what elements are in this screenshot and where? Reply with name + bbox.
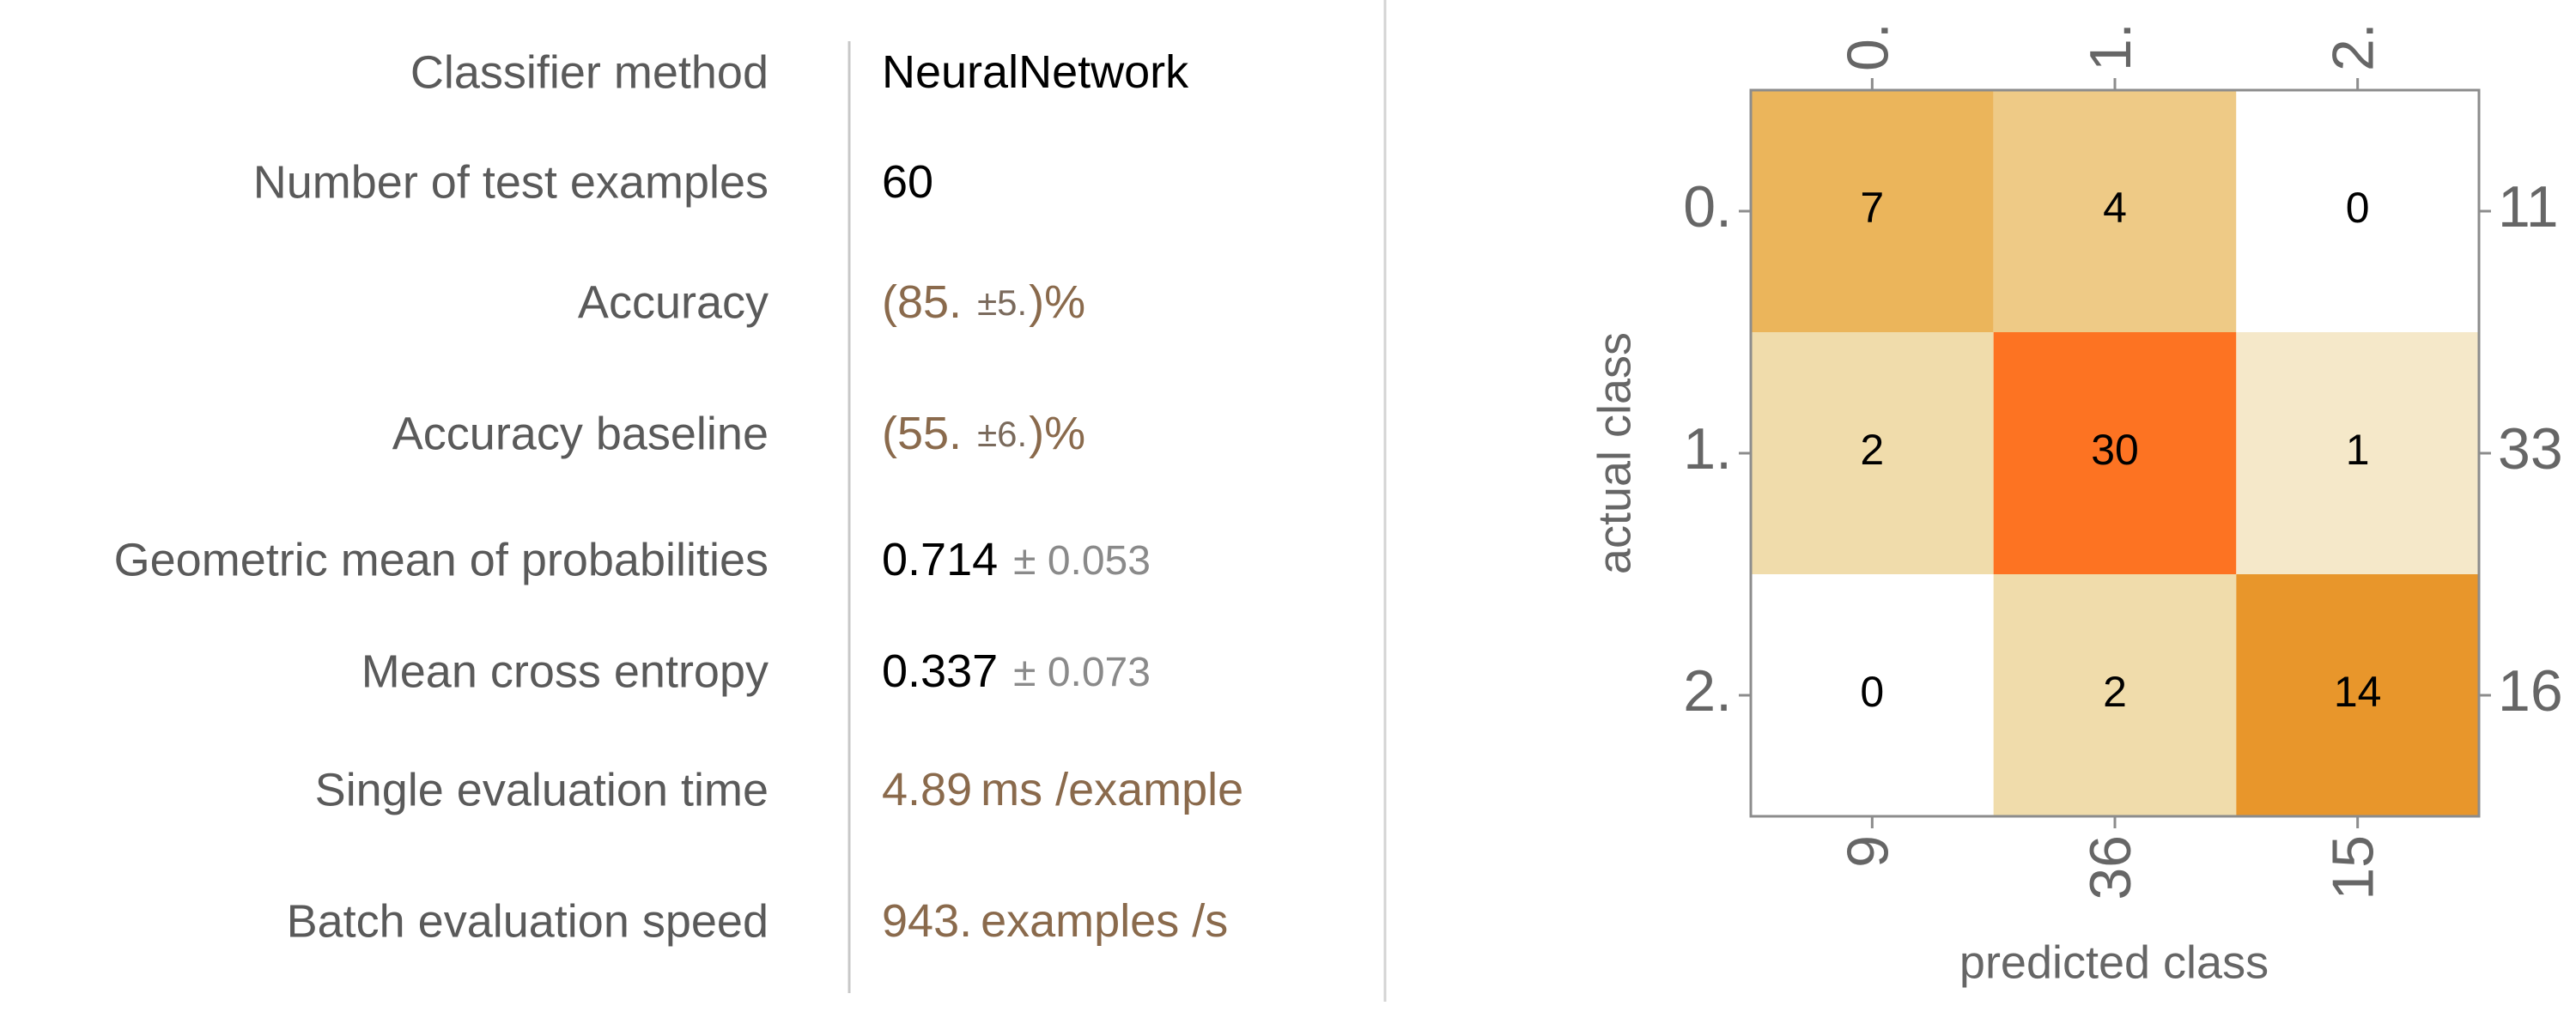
row-label: Batch evaluation speed bbox=[287, 895, 769, 947]
cell bbox=[2236, 574, 2479, 816]
row-value: (85. ±5.)% bbox=[882, 276, 1085, 328]
cell-value: 4 bbox=[2103, 184, 2127, 232]
suffix: examples /s bbox=[981, 895, 1228, 947]
column-total: 15 bbox=[2321, 835, 2386, 900]
error: ±5. bbox=[977, 282, 1027, 323]
value: 4.89 bbox=[882, 764, 972, 815]
row-label: Mean cross entropy bbox=[361, 645, 769, 697]
cell-value: 7 bbox=[1860, 184, 1884, 232]
row-total: 33 bbox=[2498, 416, 2563, 482]
row-value: NeuralNetwork bbox=[882, 46, 1189, 98]
row-label: Single evaluation time bbox=[315, 764, 769, 815]
row-value: 943. examples /s bbox=[882, 895, 1228, 947]
cell bbox=[1751, 574, 1994, 816]
row-value: 60 bbox=[882, 156, 933, 208]
cell-value: 0 bbox=[1860, 668, 1884, 716]
x-axis-label: predicted class bbox=[1959, 936, 2269, 988]
cell-value: 0 bbox=[2346, 184, 2370, 232]
suffix: )% bbox=[1029, 276, 1085, 328]
value: (55. bbox=[882, 408, 962, 459]
row-label: Classifier method bbox=[410, 46, 769, 98]
row-class-label: 2. bbox=[1683, 658, 1732, 724]
value: 943. bbox=[882, 895, 972, 947]
column-class-label: 1. bbox=[2078, 22, 2143, 71]
value: NeuralNetwork bbox=[882, 46, 1189, 98]
suffix: ms /example bbox=[981, 764, 1243, 815]
column-total: 36 bbox=[2078, 835, 2143, 900]
value: 60 bbox=[882, 156, 933, 208]
row-value: 0.337 ± 0.073 bbox=[882, 645, 1151, 697]
row-label: Geometric mean of probabilities bbox=[114, 534, 769, 585]
column-class-label: 0. bbox=[1835, 22, 1900, 71]
cell bbox=[1993, 332, 2237, 574]
y-axis-label: actual class bbox=[1589, 332, 1640, 574]
error: ±6. bbox=[977, 414, 1027, 454]
row-label: Accuracy bbox=[578, 276, 769, 328]
column-class-label: 2. bbox=[2321, 22, 2386, 71]
row-label: Number of test examples bbox=[253, 156, 769, 208]
value: (85. bbox=[882, 276, 962, 328]
row-class-label: 0. bbox=[1683, 174, 1732, 239]
error: ± 0.053 bbox=[1013, 538, 1151, 584]
row-total: 11 bbox=[2498, 174, 2559, 239]
cell-value: 30 bbox=[2091, 426, 2139, 474]
cell bbox=[1993, 574, 2237, 816]
value: 0.337 bbox=[882, 645, 998, 697]
cell bbox=[1993, 90, 2237, 332]
row-value: 0.714 ± 0.053 bbox=[882, 534, 1151, 585]
cell bbox=[2236, 332, 2479, 574]
row-value: 4.89 ms /example bbox=[882, 764, 1243, 815]
value: 0.714 bbox=[882, 534, 998, 585]
cell bbox=[1751, 90, 1994, 332]
cell-value: 2 bbox=[1860, 426, 1884, 474]
row-total: 16 bbox=[2498, 658, 2563, 724]
error: ± 0.073 bbox=[1013, 650, 1151, 695]
row-value: (55. ±6.)% bbox=[882, 408, 1085, 459]
row-class-label: 1. bbox=[1683, 416, 1732, 482]
cell-value: 14 bbox=[2334, 668, 2382, 716]
cell-value: 2 bbox=[2103, 668, 2127, 716]
column-total: 9 bbox=[1835, 835, 1900, 868]
suffix: )% bbox=[1029, 408, 1085, 459]
row-label: Accuracy baseline bbox=[392, 408, 769, 459]
cell-value: 1 bbox=[2346, 426, 2370, 474]
cell bbox=[1751, 332, 1994, 574]
cell bbox=[2236, 90, 2479, 332]
